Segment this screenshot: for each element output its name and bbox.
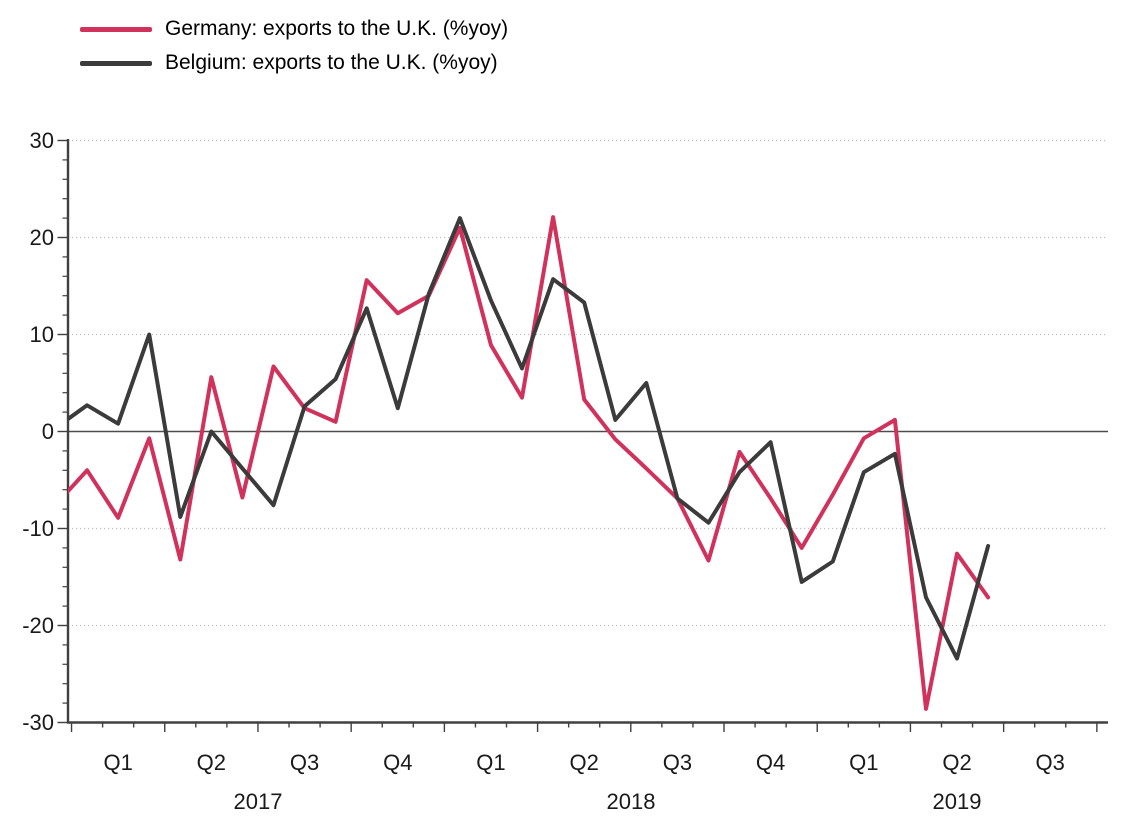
belgium-legend-label: Belgium: exports to the U.K. (%yoy) bbox=[165, 51, 498, 74]
y-tick-label: -20 bbox=[22, 613, 54, 638]
x-quarter-label: Q2 bbox=[570, 750, 599, 775]
x-quarter-label: Q2 bbox=[197, 750, 226, 775]
x-quarter-label: Q4 bbox=[383, 750, 412, 775]
y-tick-label: -30 bbox=[22, 710, 54, 735]
belgium-line bbox=[68, 216, 991, 661]
x-quarter-label: Q1 bbox=[849, 750, 878, 775]
x-axis-year-labels: 2017 2018 2019 bbox=[234, 789, 982, 814]
x-year-label: 2017 bbox=[234, 789, 283, 814]
y-tick-label: 20 bbox=[30, 225, 54, 250]
x-quarter-label: Q3 bbox=[1036, 750, 1065, 775]
y-tick-label: -10 bbox=[22, 516, 54, 541]
axes bbox=[57, 139, 1108, 732]
germany-line-swatch bbox=[80, 26, 152, 32]
series-lines bbox=[68, 215, 991, 711]
x-axis-quarter-labels: Q1 Q2 Q3 Q4 Q1 Q2 Q3 Q4 Q1 Q2 Q3 bbox=[103, 750, 1064, 775]
x-year-label: 2019 bbox=[933, 789, 982, 814]
germany-legend-label: Germany: exports to the U.K. (%yoy) bbox=[165, 17, 509, 40]
gridlines bbox=[68, 139, 1108, 627]
y-axis-labels: 30 20 10 0 -10 -20 -30 bbox=[22, 128, 54, 735]
x-quarter-label: Q3 bbox=[663, 750, 692, 775]
germany-line bbox=[68, 215, 991, 711]
belgium-line-swatch bbox=[80, 60, 152, 66]
x-quarter-label: Q1 bbox=[476, 750, 505, 775]
chart-legend: Germany: exports to the U.K. (%yoy) Belg… bbox=[80, 12, 508, 80]
y-tick-label: 10 bbox=[30, 322, 54, 347]
y-tick-label: 0 bbox=[42, 419, 54, 444]
y-tick-label: 30 bbox=[30, 128, 54, 153]
x-quarter-label: Q1 bbox=[103, 750, 132, 775]
x-quarter-label: Q2 bbox=[942, 750, 971, 775]
x-year-label: 2018 bbox=[607, 789, 656, 814]
x-quarter-label: Q4 bbox=[756, 750, 785, 775]
legend-item-belgium: Belgium: exports to the U.K. (%yoy) bbox=[80, 46, 508, 80]
x-quarter-label: Q3 bbox=[290, 750, 319, 775]
legend-item-germany: Germany: exports to the U.K. (%yoy) bbox=[80, 12, 508, 46]
